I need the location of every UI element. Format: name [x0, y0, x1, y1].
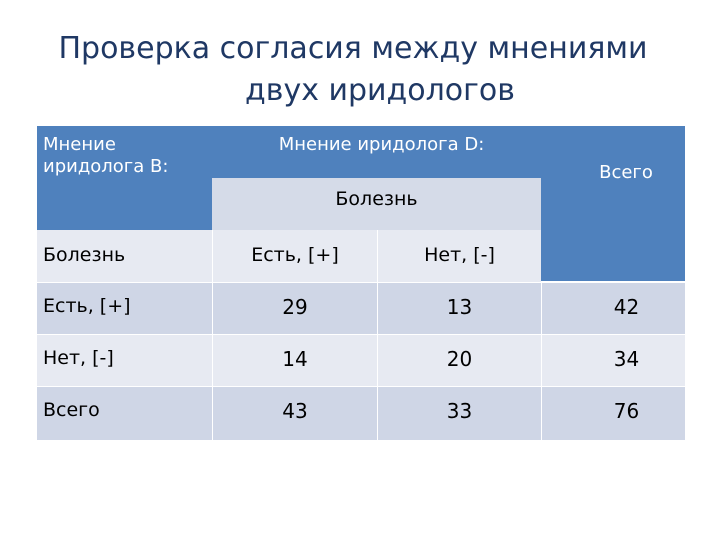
- row-2-no-value: 20: [446, 347, 473, 371]
- row-1-label: Есть, [+]: [43, 295, 131, 317]
- col-header-no: Нет, [-]: [377, 230, 541, 282]
- row-3-label: Всего: [43, 399, 100, 421]
- agreement-table: Мнение иридолога В: Мнение иридолога D: …: [37, 126, 685, 440]
- table-cell: 14: [212, 334, 377, 386]
- row-3-yes-value: 43: [282, 399, 308, 423]
- table-cell: 13: [377, 282, 541, 334]
- total-header-label: Всего: [599, 162, 653, 183]
- col-group-label: Мнение иридолога D:: [278, 134, 485, 155]
- corner-header: Мнение иридолога В:: [37, 126, 212, 230]
- table-row-label: Нет, [-]: [37, 334, 212, 386]
- table-cell: 42: [541, 282, 685, 334]
- table-cell: 76: [541, 386, 685, 440]
- table-cell: 20: [377, 334, 541, 386]
- row-3-no-value: 33: [446, 399, 473, 423]
- row-3-total-value: 76: [613, 399, 640, 423]
- col-group-header: Мнение иридолога D:: [212, 126, 541, 178]
- table-row-label: Есть, [+]: [37, 282, 212, 334]
- table-cell: 43: [212, 386, 377, 440]
- table-cell: 29: [212, 282, 377, 334]
- col-subgroup-label: Болезнь: [335, 188, 418, 210]
- title-line-1: Проверка согласия между мнениями: [58, 31, 648, 66]
- corner-label: Мнение иридолога В:: [43, 134, 169, 177]
- slide-title: Проверка согласия между мнениями двух ир…: [0, 28, 720, 112]
- col-header-no-label: Нет, [-]: [424, 244, 495, 266]
- row-2-label: Нет, [-]: [43, 347, 114, 369]
- row-1-yes-value: 29: [282, 295, 308, 319]
- col-header-yes: Есть, [+]: [212, 230, 377, 282]
- row-2-yes-value: 14: [282, 347, 308, 371]
- row-2-total-value: 34: [613, 347, 640, 371]
- table-row-label: Всего: [37, 386, 212, 440]
- row-1-no-value: 13: [446, 295, 473, 319]
- total-header: Всего: [541, 126, 685, 281]
- row-group-label: Болезнь: [43, 244, 126, 266]
- col-subgroup-header: Болезнь: [212, 178, 541, 230]
- row-1-total-value: 42: [613, 295, 640, 319]
- table-cell: 34: [541, 334, 685, 386]
- col-header-yes-label: Есть, [+]: [251, 244, 339, 266]
- row-group-header: Болезнь: [37, 230, 212, 282]
- table-cell: 33: [377, 386, 541, 440]
- title-line-2: двух иридологов: [245, 73, 515, 108]
